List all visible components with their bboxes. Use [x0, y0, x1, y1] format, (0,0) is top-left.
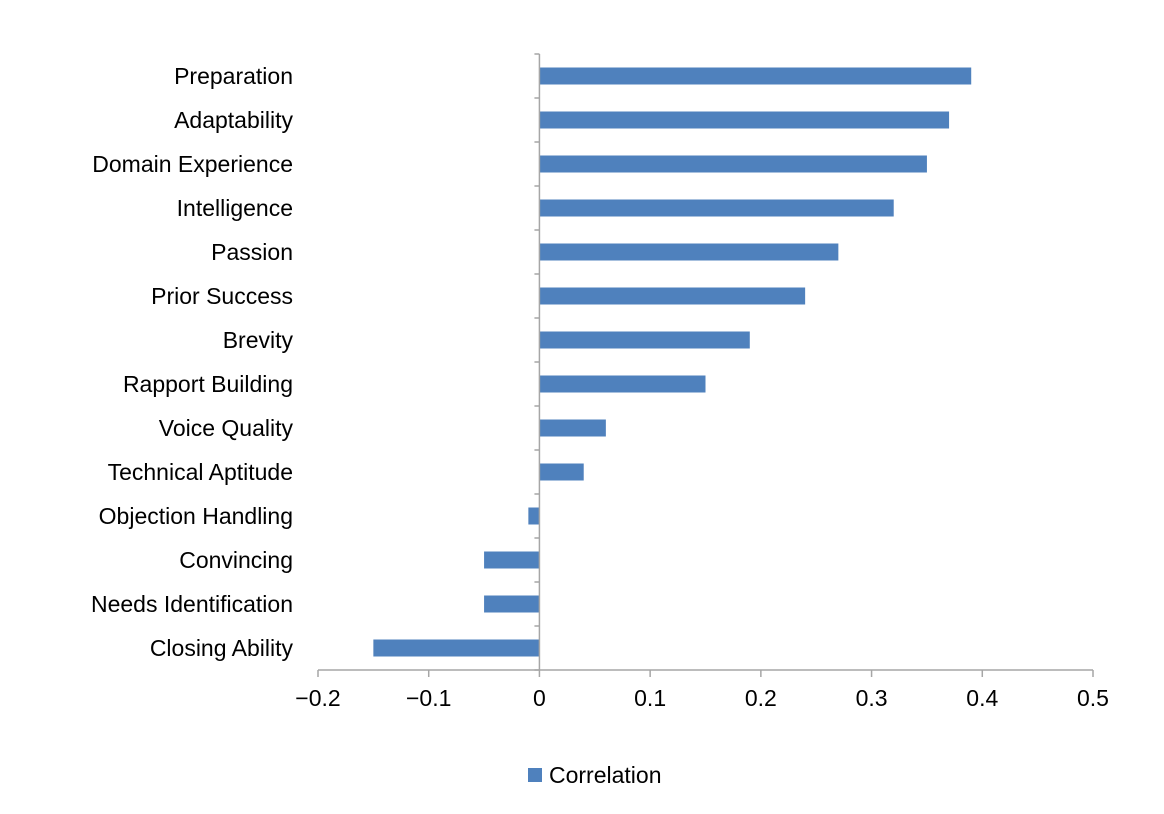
x-tick-label: 0.1	[634, 685, 666, 711]
category-label-intelligence: Intelligence	[177, 195, 293, 221]
category-label-brevity: Brevity	[223, 327, 294, 353]
bars	[373, 67, 972, 657]
category-label-closing-ability: Closing Ability	[150, 635, 294, 661]
bar-brevity	[539, 331, 750, 349]
x-tick-label: 0.5	[1077, 685, 1109, 711]
category-label-rapport-building: Rapport Building	[123, 371, 293, 397]
category-label-prior-success: Prior Success	[151, 283, 293, 309]
bar-voice-quality	[539, 419, 606, 437]
x-tick-label: 0.4	[966, 685, 998, 711]
x-tick-label: 0	[533, 685, 546, 711]
category-label-voice-quality: Voice Quality	[159, 415, 294, 441]
category-label-needs-identification: Needs Identification	[91, 591, 293, 617]
category-label-convincing: Convincing	[179, 547, 293, 573]
category-label-passion: Passion	[211, 239, 293, 265]
bar-closing-ability	[373, 639, 540, 657]
bar-convincing	[484, 551, 540, 569]
category-labels: Preparation Adaptability Domain Experience…	[91, 63, 294, 661]
bar-adaptability	[539, 111, 950, 129]
bar-prior-success	[539, 287, 806, 305]
legend-swatch-correlation	[528, 768, 542, 782]
x-tick-label: 0.2	[745, 685, 777, 711]
axes	[317, 53, 1094, 677]
bar-technical-aptitude	[539, 463, 584, 481]
bar-domain-experience	[539, 155, 927, 173]
x-tick-label: −0.1	[406, 685, 451, 711]
x-tick-labels: −0.2 −0.1 0 0.1 0.2 0.3 0.4 0.5	[295, 685, 1109, 711]
bar-rapport-building	[539, 375, 706, 393]
category-label-adaptability: Adaptability	[174, 107, 293, 133]
x-tick-label: 0.3	[856, 685, 888, 711]
bar-intelligence	[539, 199, 894, 217]
x-tick-label: −0.2	[295, 685, 340, 711]
category-label-preparation: Preparation	[174, 63, 293, 89]
bar-needs-identification	[484, 595, 540, 613]
bar-passion	[539, 243, 839, 261]
bar-preparation	[539, 67, 972, 85]
legend-label-correlation: Correlation	[549, 762, 662, 788]
bar-objection-handling	[528, 507, 540, 525]
legend: Correlation	[528, 762, 662, 788]
category-label-domain-experience: Domain Experience	[92, 151, 293, 177]
category-label-objection-handling: Objection Handling	[99, 503, 293, 529]
category-label-technical-aptitude: Technical Aptitude	[108, 459, 293, 485]
